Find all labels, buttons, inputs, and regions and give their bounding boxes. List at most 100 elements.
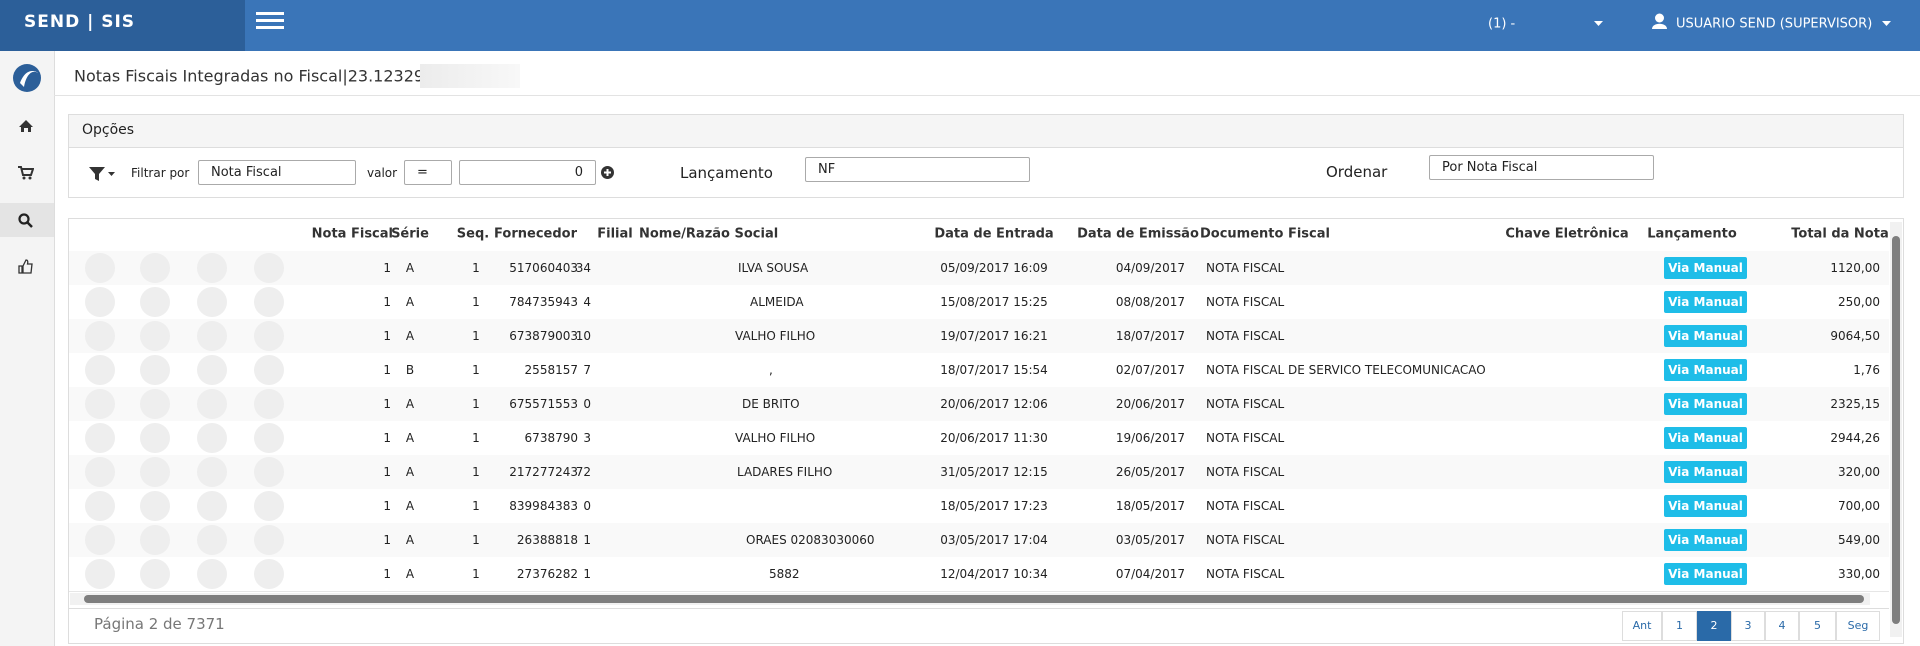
page-button[interactable]: 3 — [1731, 611, 1765, 641]
v-scroll-thumb[interactable] — [1892, 236, 1900, 624]
row-action-icon[interactable] — [85, 287, 115, 317]
nav-home[interactable] — [18, 119, 34, 133]
row-action-icon[interactable] — [140, 423, 170, 453]
row-action-icon[interactable] — [140, 389, 170, 419]
nav-search[interactable] — [18, 213, 34, 229]
filter-icon[interactable] — [89, 166, 115, 182]
row-action-icon[interactable] — [85, 389, 115, 419]
order-select[interactable]: Por Nota Fiscal — [1429, 155, 1654, 180]
launch-button[interactable]: Via Manual — [1664, 427, 1747, 449]
row-action-icon[interactable] — [85, 525, 115, 555]
row-action-icon[interactable] — [140, 491, 170, 521]
row-action-icon[interactable] — [197, 525, 227, 555]
cell-filial: 0 — [583, 397, 591, 411]
cell-seq: 1 — [472, 329, 480, 343]
launch-button[interactable]: Via Manual — [1664, 359, 1747, 381]
h-scroll-thumb[interactable] — [84, 595, 1864, 603]
row-action-icon[interactable] — [197, 389, 227, 419]
row-action-icon[interactable] — [254, 559, 284, 589]
cell-emissao: 18/07/2017 — [1115, 329, 1185, 343]
row-action-icon[interactable] — [197, 321, 227, 351]
row-action-icon[interactable] — [197, 355, 227, 385]
cell-nome: DE BRITO — [742, 397, 800, 411]
cell-total: 2944,26 — [1830, 431, 1880, 445]
launch-button[interactable]: Via Manual — [1664, 563, 1747, 585]
cell-filial: 0 — [583, 499, 591, 513]
row-action-icon[interactable] — [85, 321, 115, 351]
page-button[interactable]: 1 — [1662, 611, 1697, 641]
row-action-icon[interactable] — [197, 287, 227, 317]
cell-total: 549,00 — [1838, 533, 1880, 547]
launch-button[interactable]: Via Manual — [1664, 495, 1747, 517]
nav-cart[interactable] — [18, 166, 34, 180]
nav-like[interactable] — [18, 259, 34, 274]
page-button[interactable]: Ant — [1622, 611, 1662, 641]
row-action-icon[interactable] — [254, 355, 284, 385]
row-action-icon[interactable] — [85, 253, 115, 283]
launch-button[interactable]: Via Manual — [1664, 529, 1747, 551]
row-action-icon[interactable] — [254, 491, 284, 521]
row-action-icon[interactable] — [197, 253, 227, 283]
cell-entrada: 15/08/2017 15:25 — [940, 295, 1048, 309]
launch-button[interactable]: Via Manual — [1664, 461, 1747, 483]
column-header: Data de Emissão — [1077, 226, 1199, 242]
row-action-icon[interactable] — [254, 457, 284, 487]
cell-total: 9064,50 — [1830, 329, 1880, 343]
launch-button[interactable]: Via Manual — [1664, 257, 1747, 279]
row-action-icon[interactable] — [254, 287, 284, 317]
page-button[interactable]: 5 — [1799, 611, 1836, 641]
row-action-icon[interactable] — [254, 389, 284, 419]
user-menu[interactable]: USUARIO SEND (SUPERVISOR) — [1676, 16, 1873, 32]
row-action-icon[interactable] — [254, 525, 284, 555]
page-button[interactable]: 2 — [1697, 611, 1731, 641]
row-action-icon[interactable] — [140, 253, 170, 283]
column-header: Série — [391, 226, 429, 242]
row-action-icon[interactable] — [254, 321, 284, 351]
cell-nome: VALHO FILHO — [735, 329, 816, 343]
row-action-icon[interactable] — [140, 559, 170, 589]
row-action-icon[interactable] — [85, 491, 115, 521]
cell-fornecedor: 673879003 — [509, 329, 578, 343]
add-filter[interactable] — [601, 166, 614, 179]
row-action-icon[interactable] — [254, 423, 284, 453]
company-selector[interactable]: (1) - — [1488, 16, 1516, 32]
row-action-icon[interactable] — [85, 423, 115, 453]
row-action-icon[interactable] — [197, 559, 227, 589]
launch-button[interactable]: Via Manual — [1664, 393, 1747, 415]
cell-emissao: 04/09/2017 — [1115, 261, 1185, 275]
row-action-icon[interactable] — [197, 423, 227, 453]
launch-button[interactable]: Via Manual — [1664, 291, 1747, 313]
operator-select[interactable]: = — [404, 160, 452, 185]
cell-serie: A — [405, 465, 415, 479]
launch-button[interactable]: Via Manual — [1664, 325, 1747, 347]
table-panel — [68, 218, 1904, 644]
row-action-icon[interactable] — [140, 321, 170, 351]
value-input[interactable]: 0 — [459, 160, 596, 185]
cell-seq: 1 — [472, 363, 480, 377]
row-action-icon[interactable] — [197, 457, 227, 487]
menu-toggle[interactable] — [256, 10, 284, 32]
cell-seq: 1 — [472, 295, 480, 309]
cell-serie: B — [405, 363, 415, 377]
cell-entrada: 20/06/2017 11:30 — [940, 431, 1048, 445]
row-action-icon[interactable] — [254, 253, 284, 283]
page-button[interactable]: 4 — [1765, 611, 1799, 641]
cell-emissao: 20/06/2017 — [1115, 397, 1185, 411]
row-action-icon[interactable] — [85, 457, 115, 487]
row-action-icon[interactable] — [140, 457, 170, 487]
column-header: Documento Fiscal — [1200, 226, 1330, 242]
row-action-icon[interactable] — [85, 355, 115, 385]
filter-field-select[interactable]: Nota Fiscal — [198, 160, 356, 185]
row-action-icon[interactable] — [85, 559, 115, 589]
row-action-icon[interactable] — [140, 287, 170, 317]
page-button[interactable]: Seg — [1836, 611, 1880, 641]
brand[interactable]: SEND | SIS — [24, 12, 136, 32]
launch-select[interactable]: NF — [805, 157, 1030, 182]
value-label: valor — [367, 166, 398, 180]
row-action-icon[interactable] — [197, 491, 227, 521]
row-action-icon[interactable] — [140, 355, 170, 385]
column-header: Filial — [597, 226, 633, 242]
row-action-icon[interactable] — [140, 525, 170, 555]
cell-entrada: 18/07/2017 15:54 — [940, 363, 1048, 377]
